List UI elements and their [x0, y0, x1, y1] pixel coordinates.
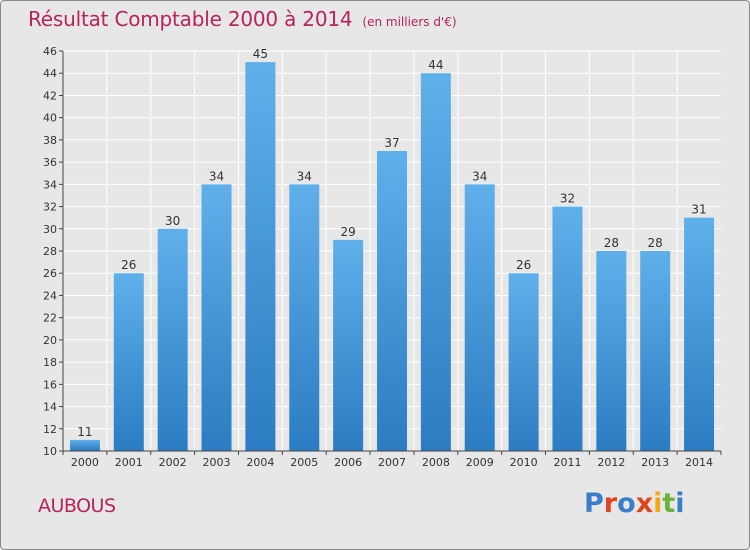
logo-letter: i [675, 488, 685, 519]
data-labels: 11 26 30 34 45 34 29 37 44 34 26 32 28 28 31 [77, 47, 706, 439]
data-label: 34 [297, 169, 312, 183]
y-tick-label: 16 [43, 378, 57, 391]
logo-letter: i [653, 488, 663, 519]
y-tick-label: 10 [43, 445, 57, 458]
x-tick-label: 2011 [553, 456, 581, 469]
data-label: 29 [340, 225, 355, 239]
bar [289, 184, 320, 452]
data-label: 37 [384, 136, 399, 150]
bars [69, 62, 715, 452]
bar [245, 62, 276, 451]
y-tick-label: 24 [43, 289, 57, 302]
chart-title: Résultat Comptable 2000 à 2014 [28, 7, 353, 31]
y-tick-label: 46 [43, 45, 57, 58]
y-tick-label: 14 [43, 401, 57, 414]
bar [201, 184, 232, 452]
y-tick-label: 36 [43, 156, 57, 169]
data-label: 30 [165, 214, 180, 228]
x-tick-label: 2009 [466, 456, 494, 469]
y-tick-label: 38 [43, 134, 57, 147]
bar [464, 184, 495, 452]
bar [552, 206, 583, 451]
x-tick-label: 2002 [159, 456, 187, 469]
x-tick-label: 2006 [334, 456, 362, 469]
data-label: 45 [253, 47, 268, 61]
bar [157, 228, 188, 451]
y-tick-label: 32 [43, 201, 57, 214]
y-tick-label: 30 [43, 223, 57, 236]
axes: 10 12 14 16 18 20 22 24 26 28 30 32 34 36 38 40 42 44 46 20… [43, 45, 722, 469]
x-tick-label: 2010 [510, 456, 538, 469]
logo-letter: t [662, 488, 676, 519]
y-tick-label: 12 [43, 423, 57, 436]
x-tick-label: 2014 [685, 456, 713, 469]
y-tick-label: 34 [43, 178, 57, 191]
y-tick-label: 20 [43, 334, 57, 347]
logo-letter: r [603, 488, 618, 519]
chart-subtitle: (en milliers d'€) [362, 15, 457, 29]
data-label: 34 [209, 169, 224, 183]
bar [69, 439, 100, 451]
proxiti-logo: Proxiti [584, 488, 685, 519]
bar [508, 273, 539, 451]
data-label: 11 [77, 425, 92, 439]
y-tick-label: 44 [43, 67, 57, 80]
y-tick-label: 42 [43, 89, 57, 102]
data-label: 34 [472, 169, 487, 183]
data-label: 31 [691, 203, 706, 217]
x-tick-label: 2003 [203, 456, 231, 469]
logo-letter: P [584, 488, 604, 519]
bar [640, 251, 671, 451]
title-row: Résultat Comptable 2000 à 2014 (en millie… [28, 7, 457, 31]
commune-name: AUBOUS [38, 495, 116, 517]
x-tick-label: 2000 [71, 456, 99, 469]
y-tick-label: 40 [43, 112, 57, 125]
bar [420, 73, 451, 451]
logo-letter: o [617, 488, 636, 519]
data-label: 28 [604, 236, 619, 250]
data-label: 26 [121, 258, 136, 272]
data-label: 26 [516, 258, 531, 272]
x-tick-label: 2012 [597, 456, 625, 469]
x-tick-label: 2004 [246, 456, 274, 469]
y-tick-label: 26 [43, 267, 57, 280]
data-label: 28 [648, 236, 663, 250]
bar [377, 151, 407, 451]
bar [333, 239, 364, 451]
x-tick-label: 2001 [115, 456, 143, 469]
data-label: 32 [560, 192, 575, 206]
x-tick-label: 2013 [641, 456, 669, 469]
y-tick-label: 22 [43, 312, 57, 325]
x-tick-label: 2008 [422, 456, 450, 469]
bar [684, 217, 715, 451]
logo-letter: x [635, 488, 654, 519]
bar [113, 273, 144, 451]
bar [596, 251, 627, 451]
x-tick-label: 2005 [290, 456, 318, 469]
y-tick-label: 18 [43, 356, 57, 369]
data-label: 44 [428, 58, 443, 72]
y-tick-label: 28 [43, 245, 57, 258]
x-tick-label: 2007 [378, 456, 406, 469]
